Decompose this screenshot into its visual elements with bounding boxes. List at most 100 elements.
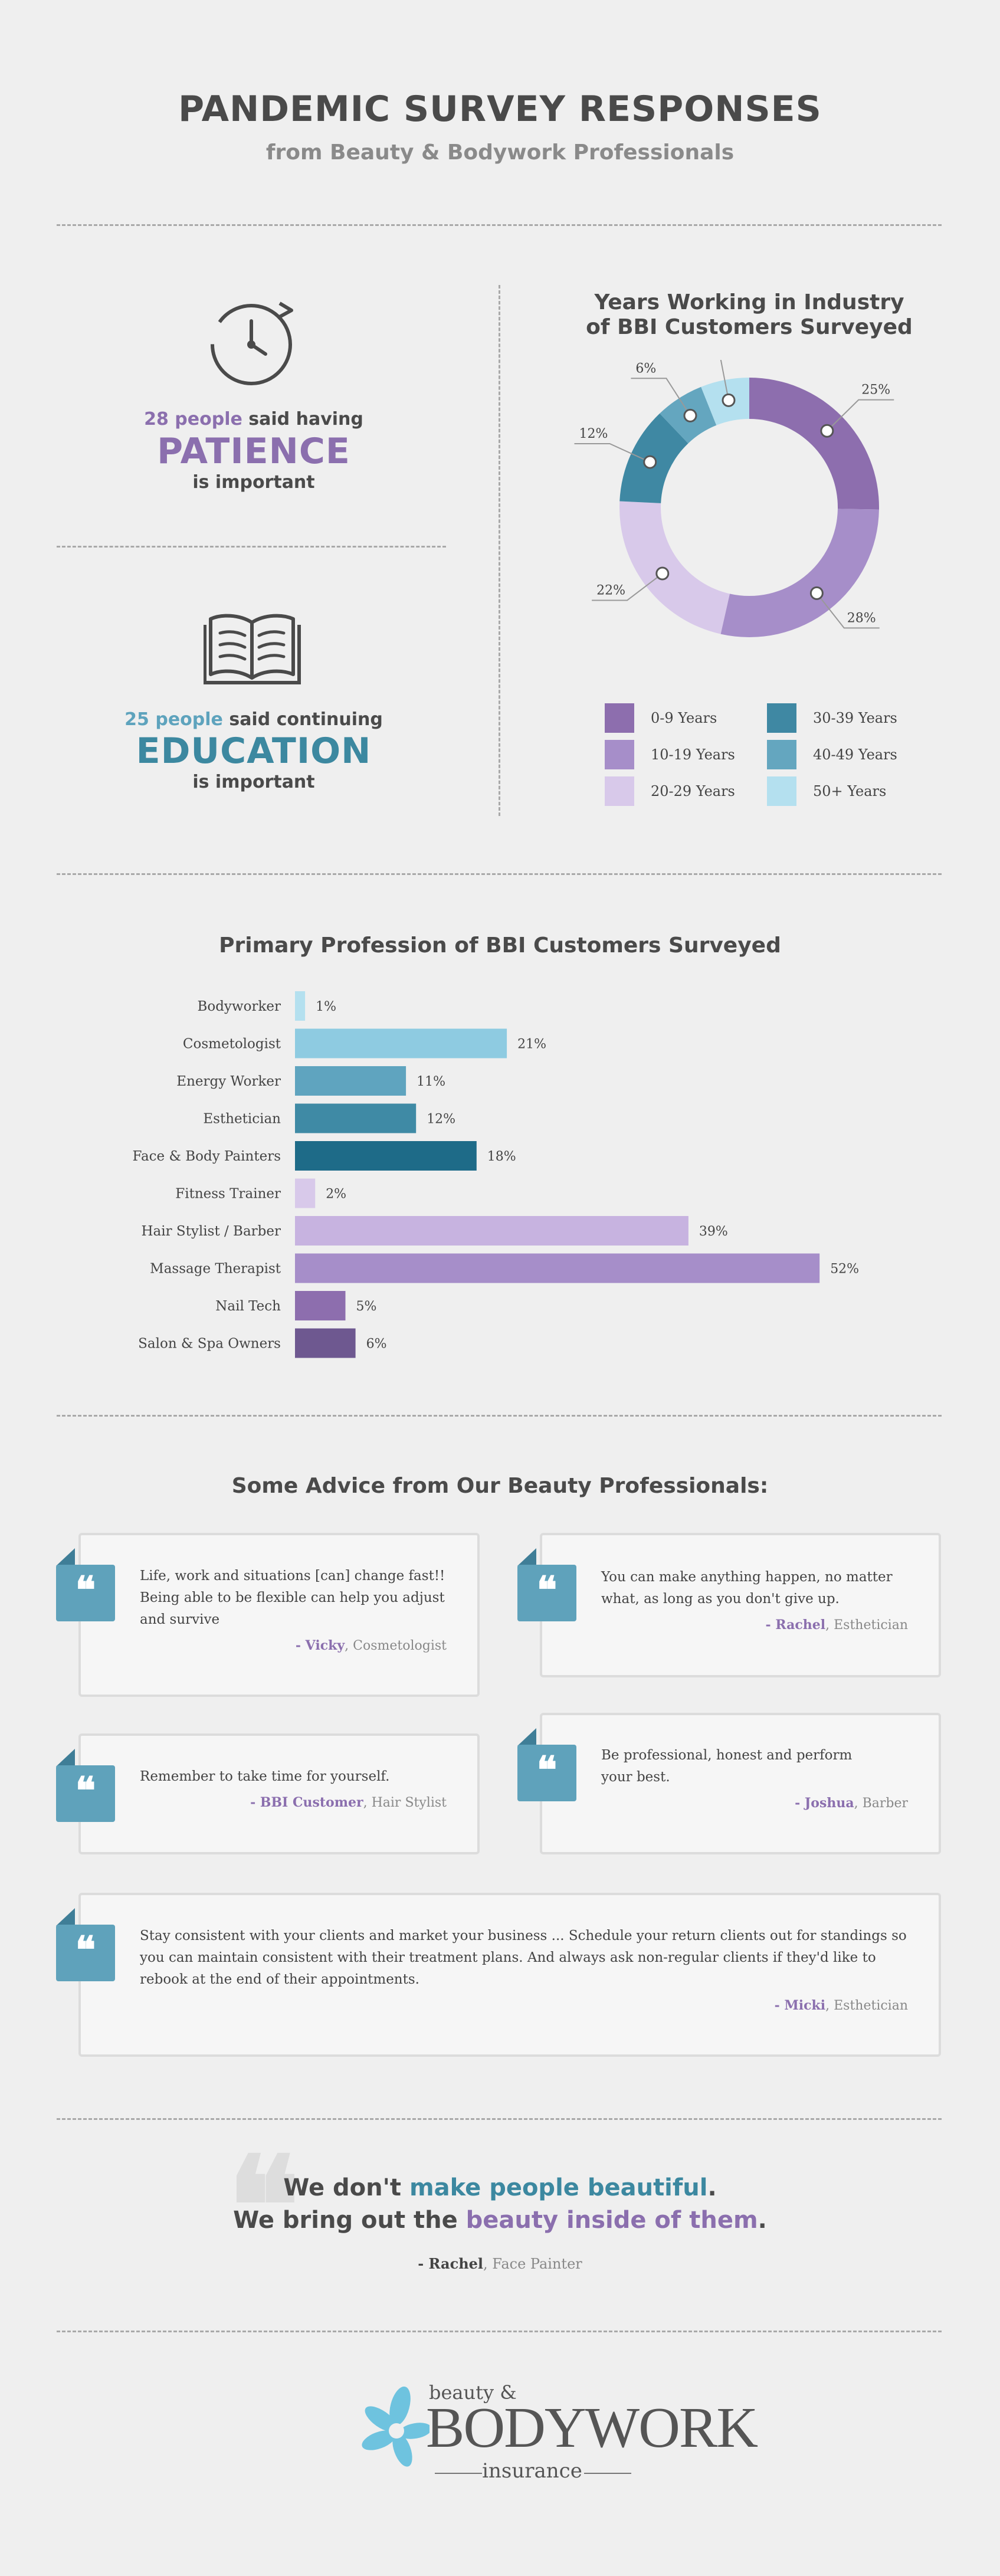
- bar-category-label: Energy Worker: [176, 1074, 281, 1089]
- donut-leader-line: [816, 592, 880, 629]
- donut-slice-2: [619, 501, 730, 634]
- closing-text: .: [707, 2174, 717, 2201]
- quote-glyph: ❝: [75, 1769, 96, 1813]
- bar-category-label: Fitness Trainer: [175, 1187, 281, 1202]
- page-subtitle: from Beauty & Bodywork Professionals: [265, 140, 735, 165]
- bar-value-label: 21%: [517, 1037, 546, 1052]
- advice-author: - Micki, Esthetician: [140, 1998, 908, 2013]
- donut-chart-title: Years Working in Industry of BBI Custome…: [525, 290, 973, 340]
- bar-7: [295, 1253, 820, 1283]
- donut-chart: 25%28%22%12%6%6%: [574, 360, 894, 637]
- advice-title: Some Advice from Our Beauty Professional…: [231, 1474, 769, 1498]
- logo-line-3: insurance: [482, 2459, 582, 2483]
- education-stat-line: 25 people said continuing: [106, 709, 401, 730]
- donut-marker: [655, 566, 670, 581]
- section-divider: [57, 1415, 942, 1417]
- advice-quote-text: Stay consistent with your clients and ma…: [140, 1925, 908, 1991]
- donut-slice-0: [749, 378, 879, 510]
- bar-8: [295, 1291, 346, 1320]
- advice-card: [78, 1733, 480, 1854]
- donut-marker: [820, 424, 834, 438]
- closing-author-name: - Rachel: [418, 2255, 484, 2272]
- bar-category-label: Bodyworker: [197, 999, 281, 1014]
- advice-quote-line: rebook at the end of their appointments.: [140, 1972, 419, 1987]
- quote-tab-fold: [56, 1548, 75, 1566]
- legend-swatch: [767, 703, 796, 733]
- lotus-flower-icon: [362, 2386, 429, 2467]
- closing-author-role: , Face Painter: [483, 2256, 582, 2272]
- advice-author: - Rachel, Esthetician: [601, 1617, 908, 1633]
- advice-quote-text: Be professional, honest and perform your …: [601, 1745, 908, 1788]
- advice-card: [78, 1533, 480, 1697]
- donut-title-line-1: Years Working in Industry: [594, 290, 904, 314]
- advice-author-role: , Esthetician: [825, 1998, 908, 2013]
- legend-item: 20-29 Years: [605, 776, 735, 806]
- bar-value-label: 12%: [427, 1112, 455, 1127]
- advice-author-role: , Cosmetologist: [345, 1638, 447, 1653]
- clock-icon: [211, 301, 293, 385]
- donut-marker: [722, 393, 736, 407]
- bar-category-label: Salon & Spa Owners: [138, 1336, 281, 1352]
- bar-category-label: Face & Body Painters: [133, 1149, 281, 1164]
- legend-item: 40-49 Years: [767, 740, 897, 769]
- quote-glyph: ❝: [536, 1568, 558, 1613]
- donut-leader-line: [574, 443, 651, 463]
- bar-value-label: 6%: [366, 1337, 387, 1352]
- legend-label: 0-9 Years: [651, 710, 717, 726]
- bar-value-label: 5%: [356, 1299, 377, 1314]
- advice-quote-text: Remember to take time for yourself.: [140, 1766, 447, 1788]
- closing-line-1: We don't make people beautiful.: [0, 2174, 1000, 2201]
- donut-title-line-2: of BBI Customers Surveyed: [586, 315, 913, 339]
- patience-stat-line: 28 people said having: [106, 409, 401, 430]
- quote-tab-fold: [517, 1548, 536, 1566]
- quote-tab-fold: [56, 1908, 75, 1926]
- legend-label: 50+ Years: [813, 783, 887, 799]
- advice-card: [540, 1713, 941, 1854]
- donut-leader-line: [631, 378, 691, 416]
- legend-label: 30-39 Years: [813, 710, 897, 726]
- donut-leader-line: [827, 399, 894, 431]
- donut-value-label: 28%: [847, 611, 876, 625]
- advice-author-name: - Joshua: [795, 1795, 854, 1811]
- advice-quote-line: and survive: [140, 1612, 220, 1627]
- advice-quote-line: Life, work and situations [can] change f…: [140, 1568, 445, 1584]
- advice-quote-line: you can maintain consistent with their t…: [140, 1950, 876, 1965]
- legend-item: 0-9 Years: [605, 703, 717, 733]
- legend-swatch: [767, 776, 796, 806]
- closing-text: .: [758, 2207, 767, 2234]
- bar-chart-title: Primary Profession of BBI Customers Surv…: [219, 933, 781, 958]
- closing-line-2: We bring out the beauty inside of them.: [0, 2207, 1000, 2234]
- education-keyword: EDUCATION: [136, 730, 372, 772]
- legend-item: 30-39 Years: [767, 703, 897, 733]
- bar-value-label: 52%: [830, 1262, 859, 1277]
- advice-author: - BBI Customer, Hair Stylist: [140, 1795, 447, 1810]
- logo-line-1: beauty &: [429, 2381, 517, 2404]
- advice-author-role: , Hair Stylist: [363, 1795, 447, 1810]
- quote-icon: ❝: [517, 1565, 576, 1621]
- legend-label: 20-29 Years: [651, 783, 735, 799]
- advice-author-name: - BBI Customer: [250, 1795, 363, 1810]
- bar-category-label: Hair Stylist / Barber: [142, 1224, 281, 1239]
- page-title: PANDEMIC SURVEY RESPONSES: [178, 89, 822, 130]
- logo-rule: [435, 2473, 482, 2474]
- advice-quote-line: You can make anything happen, no matter: [601, 1569, 893, 1585]
- education-text: said continuing: [222, 709, 383, 730]
- advice-author: - Joshua, Barber: [601, 1795, 908, 1811]
- advice-quote-line: Be professional, honest and perform: [601, 1748, 853, 1763]
- donut-value-label: 6%: [635, 361, 656, 376]
- logo-line-2: BODYWORK: [426, 2396, 758, 2460]
- bar-value-label: 11%: [417, 1074, 445, 1089]
- legend-swatch: [767, 740, 796, 769]
- bar-value-label: 18%: [487, 1149, 516, 1164]
- advice-author: - Vicky, Cosmetologist: [140, 1638, 447, 1653]
- bar-category-label: Nail Tech: [215, 1299, 281, 1314]
- closing-highlight: make people beautiful: [409, 2174, 708, 2201]
- legend-label: 10-19 Years: [651, 746, 735, 763]
- legend-swatch: [605, 740, 634, 769]
- quote-glyph: ❝: [75, 1928, 96, 1972]
- bar-4: [295, 1141, 477, 1171]
- bar-value-label: 2%: [326, 1187, 346, 1202]
- closing-highlight: beauty inside of them: [465, 2207, 758, 2234]
- bar-value-label: 39%: [699, 1224, 728, 1239]
- advice-quote-line: Being able to be flexible can help you a…: [140, 1590, 445, 1605]
